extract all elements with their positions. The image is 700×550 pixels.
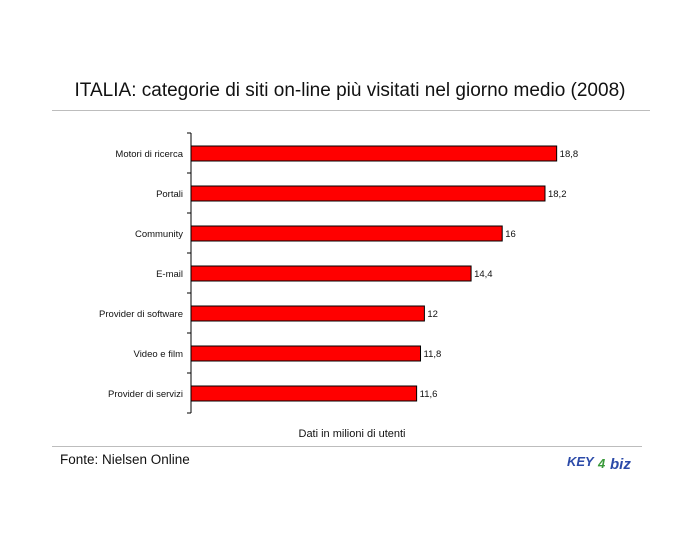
units-note: Dati in milioni di utenti xyxy=(298,428,406,440)
chart-title: ITALIA: categorie di siti on-line più vi… xyxy=(74,80,626,101)
value-label: 18,8 xyxy=(560,149,579,160)
logo-key-text: KEY xyxy=(567,454,595,469)
bar-1 xyxy=(190,185,546,202)
top-divider xyxy=(52,110,650,111)
bar-2 xyxy=(190,225,503,242)
value-label: 18,2 xyxy=(548,189,567,200)
key4biz-logo: KEY 4 biz xyxy=(567,454,631,472)
category-label: Provider di servizi xyxy=(108,389,183,400)
value-label: 11,6 xyxy=(420,389,438,400)
bar-4 xyxy=(190,305,425,322)
source-text: Fonte: Nielsen Online xyxy=(60,452,190,467)
logo-biz-text: biz xyxy=(610,456,631,472)
category-label: Provider di software xyxy=(99,309,183,320)
category-label: Motori di ricerca xyxy=(115,149,183,160)
value-label: 11,8 xyxy=(424,349,442,360)
category-label: Community xyxy=(135,229,183,240)
bar-0 xyxy=(190,145,558,162)
category-label: Video e film xyxy=(134,349,184,360)
value-label: 12 xyxy=(427,309,438,320)
value-label: 14,4 xyxy=(474,269,493,280)
bar-6 xyxy=(190,385,418,402)
category-label: Portali xyxy=(156,189,183,200)
value-label: 16 xyxy=(505,229,516,240)
bottom-divider xyxy=(52,446,642,447)
bar-chart: Motori di ricerca 18,8 Portali 18,2 Communit… xyxy=(99,132,579,414)
bar-5 xyxy=(190,345,422,362)
bar-3 xyxy=(190,265,472,282)
logo-4-text: 4 xyxy=(597,456,606,471)
category-label: E-mail xyxy=(156,269,183,280)
